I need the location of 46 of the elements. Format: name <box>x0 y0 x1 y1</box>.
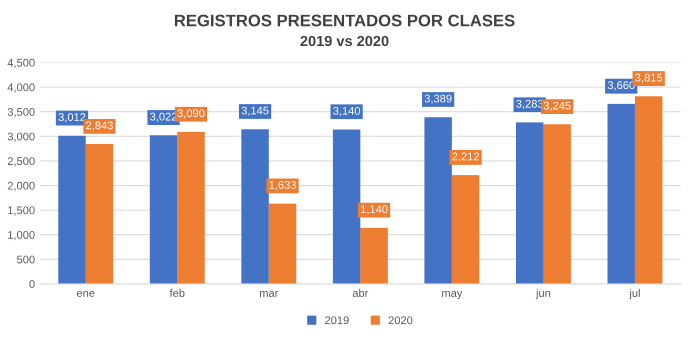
y-tick-label: 4,500 <box>8 58 35 68</box>
bar <box>360 228 388 284</box>
y-tick-label: 2,500 <box>8 157 35 166</box>
x-tick-label: jul <box>629 288 640 300</box>
y-tick-label: 1,000 <box>8 230 35 240</box>
x-tick-label: mar <box>260 290 278 297</box>
y-tick-label: 0 <box>29 280 35 288</box>
bar <box>150 135 178 284</box>
bar <box>58 136 86 284</box>
data-label: 3,815 <box>635 74 662 83</box>
data-label: 3,140 <box>333 106 360 116</box>
bar <box>634 96 662 284</box>
x-tick-label: abr <box>352 288 368 297</box>
legend-label: 2019 <box>325 316 349 324</box>
bar <box>424 117 452 284</box>
data-label: 2,212 <box>452 152 479 162</box>
x-tick-label: ene <box>76 290 95 297</box>
y-tick-label: 1,500 <box>8 206 35 216</box>
bar <box>177 132 205 284</box>
data-label: 3,012 <box>58 113 86 122</box>
y-tick-label: 500 <box>17 256 35 264</box>
x-tick-label: jun <box>536 288 550 300</box>
data-label: 1,633 <box>269 181 296 190</box>
bar <box>608 104 635 284</box>
chart-subtitle: 2019 vs 2020 <box>300 36 389 46</box>
y-tick-label: 2,000 <box>8 182 35 191</box>
bar <box>452 175 480 284</box>
legend-label: 2020 <box>388 316 412 324</box>
data-label: 3,389 <box>424 94 452 104</box>
bar <box>86 144 114 284</box>
data-label: 2,843 <box>86 121 113 131</box>
bar <box>543 124 571 284</box>
y-tick-label: 3,500 <box>8 108 35 118</box>
bar <box>332 129 360 284</box>
y-tick-label: 3,000 <box>8 132 35 142</box>
data-label: 3,145 <box>242 106 269 116</box>
y-tick-label: 4,000 <box>8 83 35 93</box>
bar <box>268 204 296 284</box>
bar <box>241 129 269 284</box>
data-label: 1,140 <box>361 205 388 214</box>
x-tick-label: feb <box>170 288 185 297</box>
data-label: 3,090 <box>178 109 204 119</box>
x-tick-label: may <box>442 290 462 300</box>
chart-title: REGISTROS PRESENTADOS POR CLASES <box>174 14 515 26</box>
bar <box>516 122 544 284</box>
data-label: 3,245 <box>544 102 571 111</box>
